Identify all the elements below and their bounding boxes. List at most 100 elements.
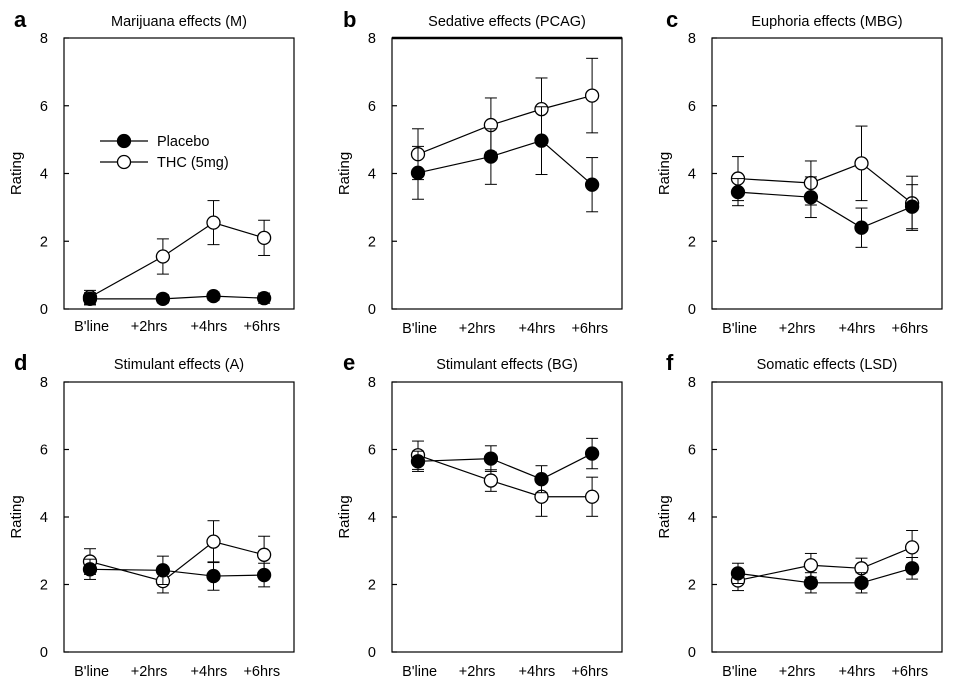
data-point [730, 184, 746, 200]
y-tick-label: 4 [688, 167, 696, 183]
series-line [737, 567, 913, 584]
x-tick-label: +6hrs [891, 664, 928, 680]
panel-d: d Stimulant effects (A) 0 2 4 6 8 Rating B'line +… [8, 350, 295, 680]
panel-letter: e [343, 350, 355, 375]
y-tick-label: 8 [40, 375, 48, 391]
panel-letter: c [666, 7, 678, 32]
x-tick-label: B'line [402, 321, 437, 337]
y-tick-label: 0 [368, 645, 376, 661]
panel-c: c Euphoria effects (MBG) 0 2 4 6 8 Rating B'line… [656, 7, 943, 337]
x-tick-label: +2hrs [131, 664, 168, 680]
panel-title: Somatic effects (LSD) [757, 357, 898, 373]
x-tick-label: +2hrs [779, 321, 816, 337]
series-line [417, 454, 593, 498]
data-point [904, 199, 920, 214]
panel-letter: d [14, 350, 27, 375]
data-point [155, 249, 171, 264]
series-line [89, 295, 265, 300]
x-tick-label: +4hrs [839, 321, 876, 337]
x-tick-label: +4hrs [839, 664, 876, 680]
y-tick-label: 8 [40, 31, 48, 47]
y-axis-label: Rating [336, 495, 353, 538]
y-tick-label: 8 [368, 31, 376, 47]
series-line [417, 139, 593, 186]
series-placebo [82, 555, 272, 591]
y-axis-label: Rating [8, 495, 25, 538]
panel-letter: f [666, 350, 674, 375]
data-point [206, 568, 221, 584]
data-point [256, 567, 272, 583]
series-placebo [410, 437, 600, 494]
y-tick-label: 6 [368, 443, 376, 459]
y-tick-label: 4 [40, 167, 48, 183]
plot-frame [391, 381, 623, 653]
series-thc [410, 57, 600, 181]
data-point [206, 534, 221, 549]
data-point [82, 291, 98, 306]
series-placebo [730, 557, 920, 594]
plot-frame [711, 37, 943, 310]
data-point [584, 446, 600, 461]
y-tick-label: 0 [40, 645, 48, 661]
y-tick-label: 0 [688, 302, 696, 318]
panel-f: f Somatic effects (LSD) 0 2 4 6 8 Rating B'line +… [656, 350, 943, 680]
series-line [89, 540, 265, 582]
data-point [410, 454, 426, 469]
series-line [417, 453, 593, 480]
x-tick-label: +6hrs [571, 664, 608, 680]
data-point [584, 88, 600, 103]
series-placebo [410, 106, 600, 213]
panel-title: Euphoria effects (MBG) [751, 14, 902, 30]
y-tick-label: 0 [40, 302, 48, 318]
x-tick-label: +2hrs [131, 319, 168, 335]
x-tick-label: +6hrs [571, 321, 608, 337]
x-tick-label: B'line [74, 319, 109, 335]
data-point [854, 575, 869, 590]
data-point [155, 291, 171, 306]
x-tick-label: B'line [722, 321, 757, 337]
y-tick-label: 2 [688, 234, 696, 250]
data-point [483, 451, 499, 466]
x-tick-label: +4hrs [519, 664, 556, 680]
series-placebo [82, 288, 272, 306]
series-thc [82, 200, 272, 305]
y-tick-label: 2 [40, 234, 48, 250]
series-thc [730, 125, 920, 231]
data-point [803, 558, 819, 573]
data-point [206, 288, 221, 304]
data-point [803, 190, 819, 205]
y-tick-label: 8 [688, 31, 696, 47]
legend-label-thc: THC (5mg) [157, 155, 229, 171]
y-tick-label: 0 [368, 302, 376, 318]
panel-title: Sedative effects (PCAG) [428, 14, 586, 30]
panel-title: Stimulant effects (A) [114, 357, 244, 373]
panel-title: Marijuana effects (M) [111, 14, 247, 30]
plot-frame [711, 381, 943, 653]
panel-title: Stimulant effects (BG) [436, 357, 578, 373]
legend: Placebo THC (5mg) [100, 133, 229, 171]
y-tick-label: 2 [368, 234, 376, 250]
data-point [483, 149, 499, 164]
y-tick-label: 2 [40, 578, 48, 594]
y-tick-label: 6 [688, 99, 696, 115]
series-thc [410, 440, 600, 517]
data-point [256, 547, 272, 562]
y-axis-label: Rating [8, 152, 25, 195]
x-tick-label: B'line [722, 664, 757, 680]
y-tick-label: 0 [688, 645, 696, 661]
data-point [256, 230, 272, 246]
panel-a: a Marijuana effects (M) 0 2 4 6 8 Rating B'line +… [8, 7, 295, 335]
y-tick-label: 6 [40, 99, 48, 115]
panel-letter: a [14, 7, 27, 32]
series-line [417, 95, 593, 155]
y-tick-label: 4 [368, 510, 376, 526]
x-tick-label: +2hrs [459, 664, 496, 680]
data-point [730, 566, 746, 581]
x-tick-label: +4hrs [191, 664, 228, 680]
y-tick-label: 6 [368, 99, 376, 115]
data-point [483, 473, 499, 488]
data-point [854, 220, 869, 235]
series-thc [82, 520, 272, 594]
series-placebo [730, 176, 920, 248]
